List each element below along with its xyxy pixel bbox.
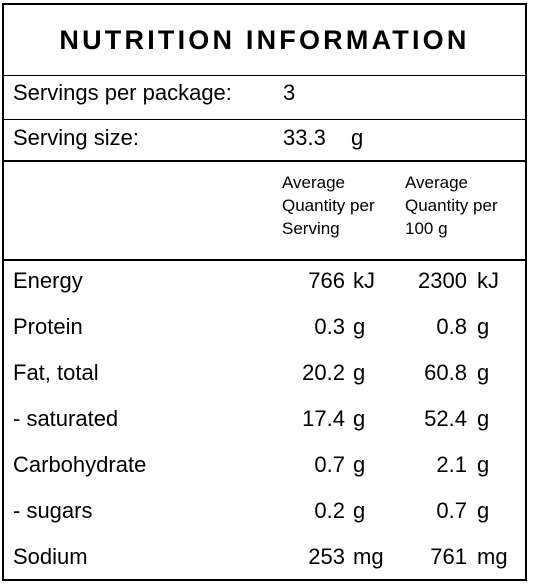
nutrient-name: Fat, total <box>13 360 99 385</box>
per-serving-unit: g <box>353 314 366 339</box>
per-100g-unit: kJ <box>477 268 499 293</box>
per-serving-unit: g <box>353 498 366 523</box>
panel-title: NUTRITION INFORMATION <box>59 25 470 55</box>
serving-size-label: Serving size: <box>13 125 139 150</box>
servings-per-package-label: Servings per package: <box>13 80 232 105</box>
nutrient-name: Carbohydrate <box>13 452 147 477</box>
nutrient-name: Energy <box>13 268 83 293</box>
divider-title <box>4 75 525 76</box>
per-100g-value: 761 <box>430 544 467 569</box>
per-100g-unit: g <box>477 406 490 431</box>
per-serving-value: 766 <box>308 268 345 293</box>
per-100g-value: 0.7 <box>436 498 467 523</box>
per-serving-unit: g <box>353 360 366 385</box>
per-100g-unit: g <box>477 452 490 477</box>
per-serving-value: 253 <box>308 544 345 569</box>
divider-header-bottom <box>4 259 525 261</box>
per-serving-unit: kJ <box>353 268 375 293</box>
nutrient-name: Protein <box>13 314 83 339</box>
per-100g-value: 2300 <box>418 268 467 293</box>
per-serving-value: 0.3 <box>314 314 345 339</box>
serving-size-value: 33.3 <box>283 125 326 150</box>
per-serving-column-header: Average Quantity per Serving <box>282 173 375 238</box>
per-serving-value: 20.2 <box>302 360 345 385</box>
nutrient-name: - saturated <box>13 406 119 431</box>
per-serving-value: 0.2 <box>314 498 345 523</box>
per-100g-value: 2.1 <box>436 452 467 477</box>
divider-header-top <box>4 160 525 162</box>
per-100g-unit: g <box>477 314 490 339</box>
per-100g-column-header: Average Quantity per 100 g <box>405 173 498 238</box>
per-serving-unit: g <box>353 452 366 477</box>
nutrition-panel: NUTRITION INFORMATION Servings per packa… <box>2 3 527 581</box>
per-100g-value: 0.8 <box>436 314 467 339</box>
per-100g-unit: mg <box>477 544 508 569</box>
nutrient-name: Sodium <box>13 544 88 569</box>
per-serving-value: 17.4 <box>302 406 345 431</box>
serving-size-unit: g <box>351 125 364 150</box>
per-100g-value: 60.8 <box>424 360 467 385</box>
servings-per-package-value: 3 <box>283 80 296 105</box>
per-100g-value: 52.4 <box>424 406 467 431</box>
divider-servings <box>4 119 525 120</box>
per-serving-value: 0.7 <box>314 452 345 477</box>
per-100g-unit: g <box>477 360 490 385</box>
per-100g-unit: g <box>477 498 490 523</box>
nutrient-name: - sugars <box>13 498 93 523</box>
per-serving-unit: g <box>353 406 366 431</box>
per-serving-unit: mg <box>353 544 384 569</box>
